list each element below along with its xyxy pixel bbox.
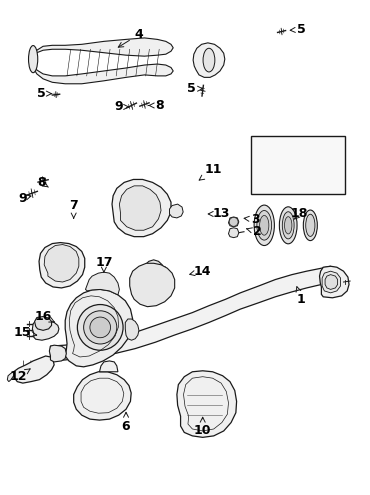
Polygon shape [50,266,331,361]
Polygon shape [112,180,171,237]
Text: 7: 7 [69,199,78,218]
Text: 9: 9 [18,192,31,205]
Polygon shape [65,290,133,367]
Polygon shape [193,43,225,77]
Polygon shape [44,245,79,282]
Text: 5: 5 [290,23,306,36]
Polygon shape [7,372,14,382]
Text: 16: 16 [34,310,55,323]
Polygon shape [31,38,173,84]
Text: 8: 8 [149,99,164,112]
Circle shape [84,311,117,344]
Polygon shape [229,217,239,227]
Text: 15: 15 [13,326,37,339]
Text: 1: 1 [296,287,306,306]
Polygon shape [325,275,337,290]
Polygon shape [100,361,118,372]
Text: 18: 18 [290,207,308,220]
Polygon shape [229,228,239,238]
Polygon shape [322,271,340,293]
Text: 9: 9 [114,100,129,113]
Ellipse shape [303,210,317,241]
Text: 10: 10 [194,417,211,438]
Text: 13: 13 [208,207,230,220]
Ellipse shape [257,210,272,240]
Text: 3: 3 [244,213,259,226]
Circle shape [90,317,111,338]
Polygon shape [177,371,236,438]
Text: 5: 5 [187,82,202,95]
Ellipse shape [254,205,275,246]
Ellipse shape [306,214,315,237]
Ellipse shape [203,49,215,72]
Polygon shape [120,186,161,230]
Text: 12: 12 [10,369,30,383]
Text: 6: 6 [122,412,130,433]
Polygon shape [169,204,183,218]
Ellipse shape [260,215,269,235]
Ellipse shape [279,207,297,244]
Polygon shape [130,263,175,307]
Polygon shape [141,260,166,291]
Bar [251,136,345,194]
Polygon shape [35,316,51,330]
Text: 14: 14 [190,265,211,278]
Text: 5: 5 [37,87,51,100]
Ellipse shape [28,46,38,73]
Polygon shape [39,243,85,288]
Polygon shape [125,319,139,340]
Text: 17: 17 [95,256,112,272]
Circle shape [77,304,123,350]
Text: 4: 4 [118,28,143,47]
Polygon shape [13,356,54,383]
Polygon shape [85,272,120,295]
Ellipse shape [282,212,294,239]
Text: 11: 11 [199,163,222,180]
Circle shape [229,217,238,226]
Polygon shape [74,372,131,420]
Polygon shape [320,266,349,298]
Polygon shape [49,345,66,362]
Text: 8: 8 [37,176,48,189]
Text: 2: 2 [247,225,261,238]
Ellipse shape [285,217,292,234]
Polygon shape [33,319,59,340]
